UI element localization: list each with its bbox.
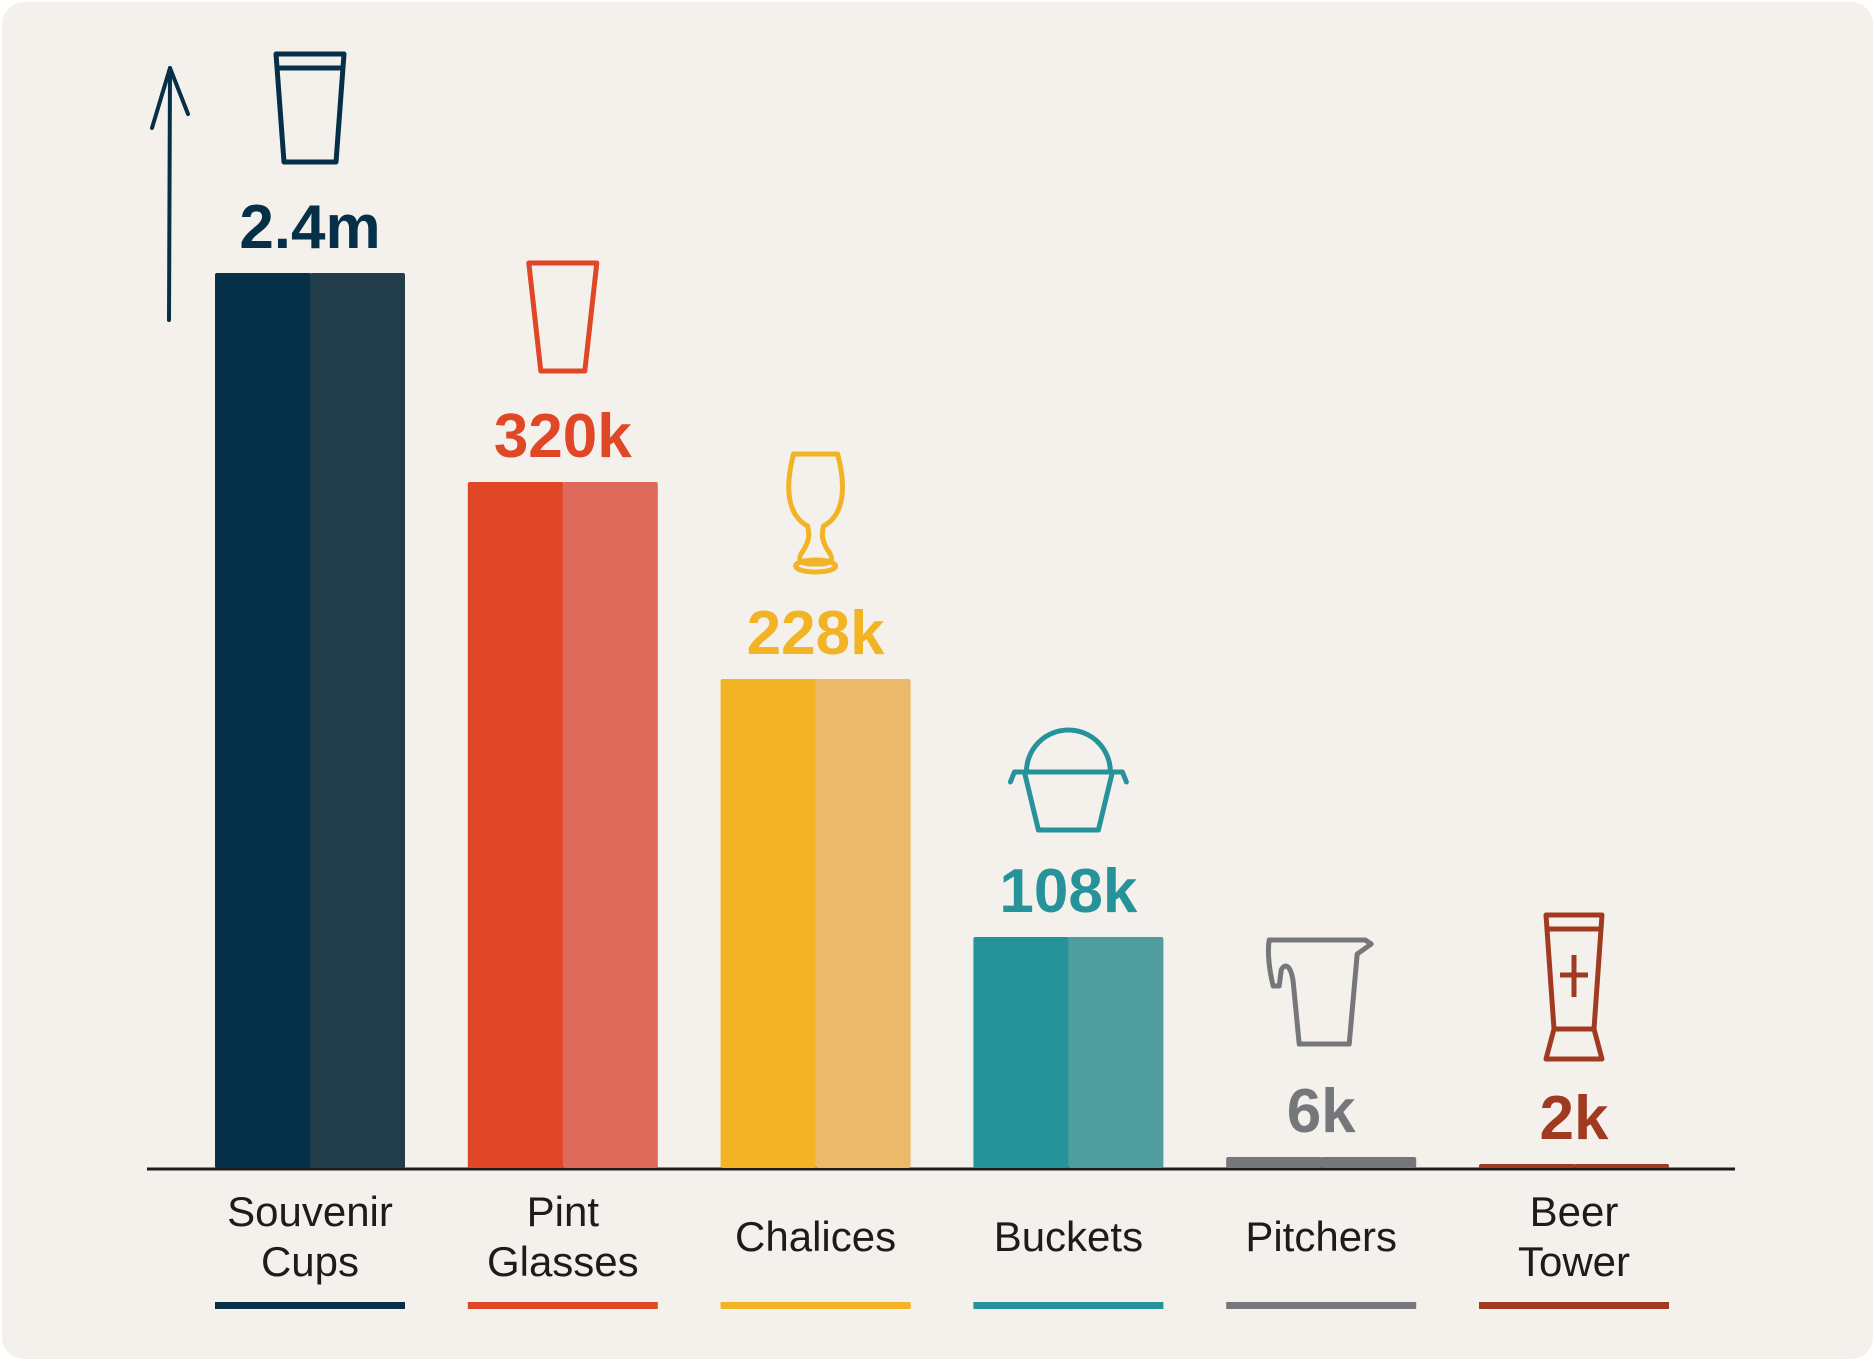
value-label: 320k — [494, 402, 632, 471]
value-label: 2k — [1540, 1084, 1609, 1153]
category-label: Pint Glasses — [487, 1188, 639, 1285]
category-underline — [467, 1302, 658, 1309]
value-label: 108k — [999, 857, 1137, 926]
beer-tower-icon — [1543, 912, 1605, 1062]
chalice-icon — [786, 451, 845, 575]
bar-right-half — [815, 679, 911, 1168]
bar — [467, 482, 658, 1168]
category-label: Beer Tower — [1518, 1188, 1630, 1285]
category-underline — [215, 1302, 405, 1309]
category-underline — [720, 1302, 911, 1309]
category-labels: Souvenir Cups Pint Glasses Chalices Buckets Pi… — [227, 1188, 1630, 1285]
bar-left-half — [215, 273, 311, 1168]
pint-glass-icon — [526, 260, 600, 374]
bar-left-half — [720, 679, 817, 1168]
category-label: Souvenir Cups — [227, 1188, 393, 1285]
value-label: 6k — [1287, 1077, 1356, 1146]
bar-left-half — [973, 937, 1070, 1168]
bar-left-half — [1479, 1164, 1575, 1168]
pitcher-icon — [1265, 937, 1374, 1047]
category-label: Chalices — [735, 1213, 896, 1260]
bar — [720, 679, 911, 1168]
category-underline — [973, 1302, 1164, 1309]
bar — [973, 937, 1164, 1168]
bar — [215, 273, 405, 1168]
bar-right-half — [1574, 1164, 1669, 1168]
bar-right-half — [310, 273, 405, 1168]
category-label: Pitchers — [1245, 1213, 1397, 1260]
value-labels: 2.4m 320k 228k 108k 6k 2k — [239, 193, 1609, 1153]
bar-left-half — [467, 482, 564, 1168]
bar-right-half — [562, 482, 658, 1168]
bar-right-half — [1321, 1157, 1417, 1168]
cup-icon — [273, 51, 347, 165]
category-label: Buckets — [994, 1213, 1143, 1260]
bars — [215, 273, 1669, 1168]
bucket-icon — [1007, 727, 1129, 833]
category-underlines — [215, 1302, 1669, 1309]
bar-left-half — [1226, 1157, 1323, 1168]
value-label: 2.4m — [239, 193, 380, 262]
bar — [1479, 1164, 1669, 1168]
icons — [273, 51, 1605, 1062]
bar-right-half — [1068, 937, 1164, 1168]
y-axis-arrow — [150, 66, 190, 322]
value-label: 228k — [747, 599, 885, 668]
bar — [1226, 1157, 1417, 1168]
category-underline — [1226, 1302, 1417, 1309]
category-underline — [1479, 1302, 1669, 1309]
